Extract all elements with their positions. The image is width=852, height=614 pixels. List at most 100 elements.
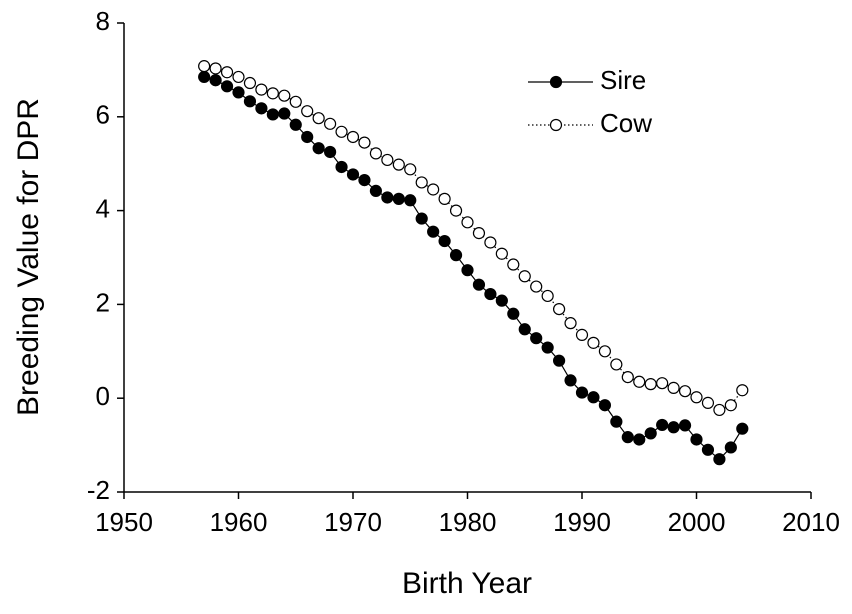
marker: [278, 89, 291, 102]
marker: [610, 358, 623, 371]
marker: [220, 66, 234, 79]
marker: [530, 332, 543, 345]
marker: [678, 385, 692, 398]
marker: [289, 118, 302, 131]
marker: [335, 160, 348, 174]
marker: [461, 216, 474, 229]
marker: [220, 80, 234, 93]
marker: [312, 112, 325, 125]
marker: [472, 227, 486, 240]
marker: [701, 443, 715, 456]
marker: [346, 130, 360, 144]
legend-label: Sire: [600, 65, 646, 95]
marker: [438, 192, 451, 205]
marker: [633, 375, 646, 388]
marker: [381, 153, 394, 167]
marker: [335, 125, 348, 138]
marker: [667, 421, 680, 434]
marker: [461, 264, 474, 277]
x-axis-label: Birth Year: [402, 567, 532, 600]
marker: [198, 70, 211, 84]
marker: [495, 294, 508, 307]
marker: [549, 75, 563, 89]
marker: [198, 60, 211, 73]
marker: [507, 307, 520, 320]
marker: [507, 258, 520, 271]
marker: [266, 108, 279, 121]
marker: [656, 418, 669, 432]
marker: [644, 378, 657, 391]
marker: [518, 323, 531, 336]
marker: [549, 118, 563, 132]
marker: [587, 391, 600, 404]
marker: [690, 391, 703, 404]
y-tick-label: 8: [96, 6, 110, 36]
marker: [621, 370, 634, 384]
marker: [598, 399, 612, 412]
marker: [530, 280, 543, 293]
x-tick-label: 1970: [324, 507, 382, 537]
marker: [243, 76, 257, 90]
marker: [255, 102, 268, 115]
marker: [209, 62, 222, 75]
legend-label: Cow: [600, 108, 652, 138]
y-tick-label: 6: [96, 100, 110, 130]
marker: [369, 184, 382, 198]
x-tick-label: 1980: [439, 507, 497, 537]
marker: [427, 183, 440, 196]
x-tick-label: 2010: [782, 507, 840, 537]
marker: [209, 74, 222, 87]
marker: [301, 105, 314, 118]
marker: [472, 278, 486, 291]
marker: [358, 136, 371, 149]
marker: [255, 83, 268, 96]
marker: [644, 427, 657, 440]
x-tick-label: 2000: [668, 507, 726, 537]
marker: [404, 194, 417, 207]
x-tick-label: 1960: [210, 507, 268, 537]
y-tick-label: 4: [96, 193, 110, 223]
marker: [575, 386, 589, 399]
marker: [324, 145, 337, 159]
marker: [369, 147, 382, 160]
marker: [564, 374, 577, 387]
marker: [701, 396, 715, 409]
marker: [289, 95, 302, 108]
marker: [621, 431, 634, 444]
marker: [541, 341, 554, 354]
marker: [518, 270, 531, 283]
marker: [415, 212, 428, 225]
line: [203, 76, 743, 460]
y-tick-label: -2: [87, 475, 110, 505]
y-tick-label: 2: [96, 287, 110, 317]
marker: [404, 163, 417, 176]
marker: [713, 453, 726, 466]
x-tick-label: 1950: [95, 507, 153, 537]
marker: [346, 168, 360, 181]
marker: [713, 403, 726, 417]
marker: [495, 247, 508, 260]
marker: [312, 142, 325, 155]
marker: [633, 433, 646, 446]
marker: [656, 377, 669, 390]
y-axis-label: Breeding Value for DPR: [12, 98, 45, 416]
marker: [392, 158, 405, 171]
marker: [736, 384, 749, 397]
marker: [484, 236, 497, 249]
marker: [278, 107, 291, 120]
marker: [358, 174, 371, 187]
marker: [552, 354, 566, 367]
marker: [724, 441, 737, 454]
marker: [232, 70, 245, 84]
y-tick-label: 0: [96, 381, 110, 411]
marker: [598, 345, 612, 358]
marker: [610, 415, 623, 428]
marker: [678, 419, 692, 432]
marker: [415, 176, 428, 189]
marker: [575, 328, 589, 341]
marker: [301, 130, 314, 144]
marker: [667, 381, 680, 394]
marker: [324, 117, 337, 130]
marker: [438, 234, 451, 248]
